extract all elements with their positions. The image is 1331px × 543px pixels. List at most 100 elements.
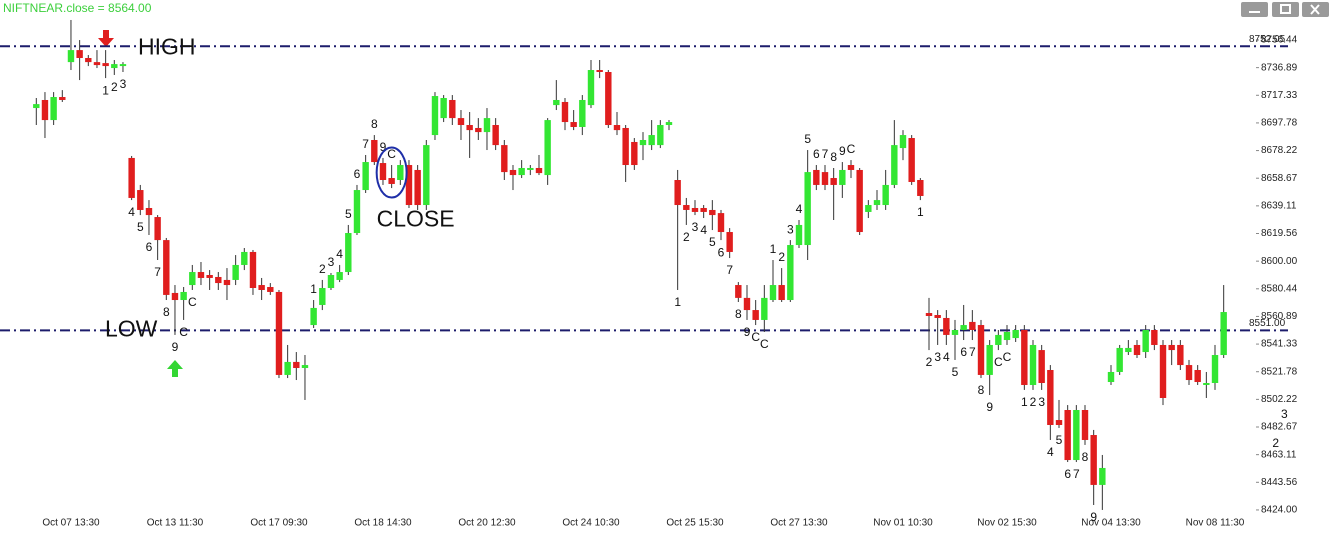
candle-body [1003,331,1011,341]
candle-body [475,127,482,133]
candle-body [137,190,144,210]
candle-body [1012,329,1019,339]
sequence-label: 3 [934,350,941,364]
candle-body [613,125,621,131]
candle-body [336,272,343,280]
candle-body [570,122,577,127]
sequence-label: C [751,330,760,344]
candle-body [925,313,933,316]
sequence-label: 5 [952,365,959,379]
sequence-label: 1 [917,205,924,219]
sequence-label: 3 [328,255,335,269]
candle-body [561,101,569,123]
minimize-icon [1249,11,1260,13]
sequence-label: 9 [172,340,179,354]
sequence-label: 8 [735,307,742,321]
candle-body [1055,420,1063,425]
sequence-label: 9 [986,400,993,414]
sequence-label: 4 [1047,445,1054,459]
sequence-label: 3 [787,222,794,236]
level-value-label: 8752.05 [1249,34,1286,45]
y-tick-label: 8736.89 [1261,62,1298,73]
candle-body [717,213,725,233]
sequence-label: C [188,295,197,309]
sequence-label: 1 [1021,395,1028,409]
candle-body [85,58,92,63]
sequence-label: 6 [718,245,725,259]
candle-body [795,224,803,246]
candle-body [41,99,49,121]
sequence-label: 1 [674,295,681,309]
candle-body [908,138,915,182]
candle-body [509,169,517,176]
sequence-label: 2 [778,250,785,264]
candle-body [813,169,820,185]
candle-body [466,125,473,131]
candle-body [761,297,768,320]
candle-body [327,274,335,289]
candle-body [544,120,551,176]
candle-body [839,169,846,185]
sequence-label: 9 [380,140,387,154]
candle-body [665,122,673,126]
y-tick-label: 8541.33 [1261,339,1298,350]
y-tick-label: 8424.00 [1261,505,1298,516]
candle-body [353,190,361,234]
candle-body [1159,344,1167,398]
minimize-button[interactable] [1241,2,1268,17]
down-arrow [98,30,114,47]
y-tick-label: 8639.11 [1261,200,1297,211]
candle-body [1090,435,1097,485]
candle-body [379,163,387,181]
candle-body [440,98,447,119]
candle-body [622,127,629,166]
maximize-button[interactable] [1272,2,1299,17]
sequence-label: 9 [839,144,846,158]
sequence-label: 9 [744,325,751,339]
sequence-label: C [847,142,856,156]
candle-body [934,315,941,318]
x-tick-label: Oct 17 09:30 [250,518,308,529]
sequence-label: 7 [969,345,976,359]
y-tick-label: 8463.11 [1261,449,1297,460]
candle-body [483,118,491,133]
candle-body [1064,410,1071,461]
candle-body [639,139,647,146]
x-tick-label: Nov 08 11:30 [1186,518,1245,529]
candle-body [1211,355,1219,384]
x-tick-label: Oct 24 10:30 [562,518,620,529]
candle-body [1081,410,1089,440]
y-tick-label: 8756.44 [1261,35,1298,46]
candle-body [553,99,560,106]
x-tick-label: Oct 20 12:30 [458,518,516,529]
sequence-label: 2 [1272,436,1279,450]
sequence-label: 4 [336,247,343,261]
candle-body [59,97,66,100]
sequence-label: 7 [154,265,161,279]
sequence-label: 4 [700,223,707,237]
candle-body [1220,312,1227,356]
candle-body [986,344,993,375]
sequence-label: 3 [692,220,699,234]
x-tick-label: Oct 07 13:30 [42,518,100,529]
y-tick-label: 8697.78 [1261,118,1298,129]
sequence-label: 8 [371,117,378,131]
close-icon [1310,4,1320,15]
candle-body [102,63,109,67]
candle-body [223,279,231,286]
sequence-label: 4 [796,202,803,216]
candle-body [128,157,135,198]
sequence-label: 1 [770,242,777,256]
candle-body [388,178,395,184]
candle-body [899,135,907,149]
sequence-label: C [760,337,769,351]
x-tick-label: Oct 18 14:30 [354,518,412,529]
candle-body [830,178,837,185]
candle-body [778,285,785,301]
sequence-label: 7 [726,263,733,277]
sequence-label: 6 [146,240,153,254]
sequence-label: 7 [822,147,829,161]
sequence-label: 2 [111,80,118,94]
candle-body [1047,369,1054,425]
candle-body [605,72,612,126]
